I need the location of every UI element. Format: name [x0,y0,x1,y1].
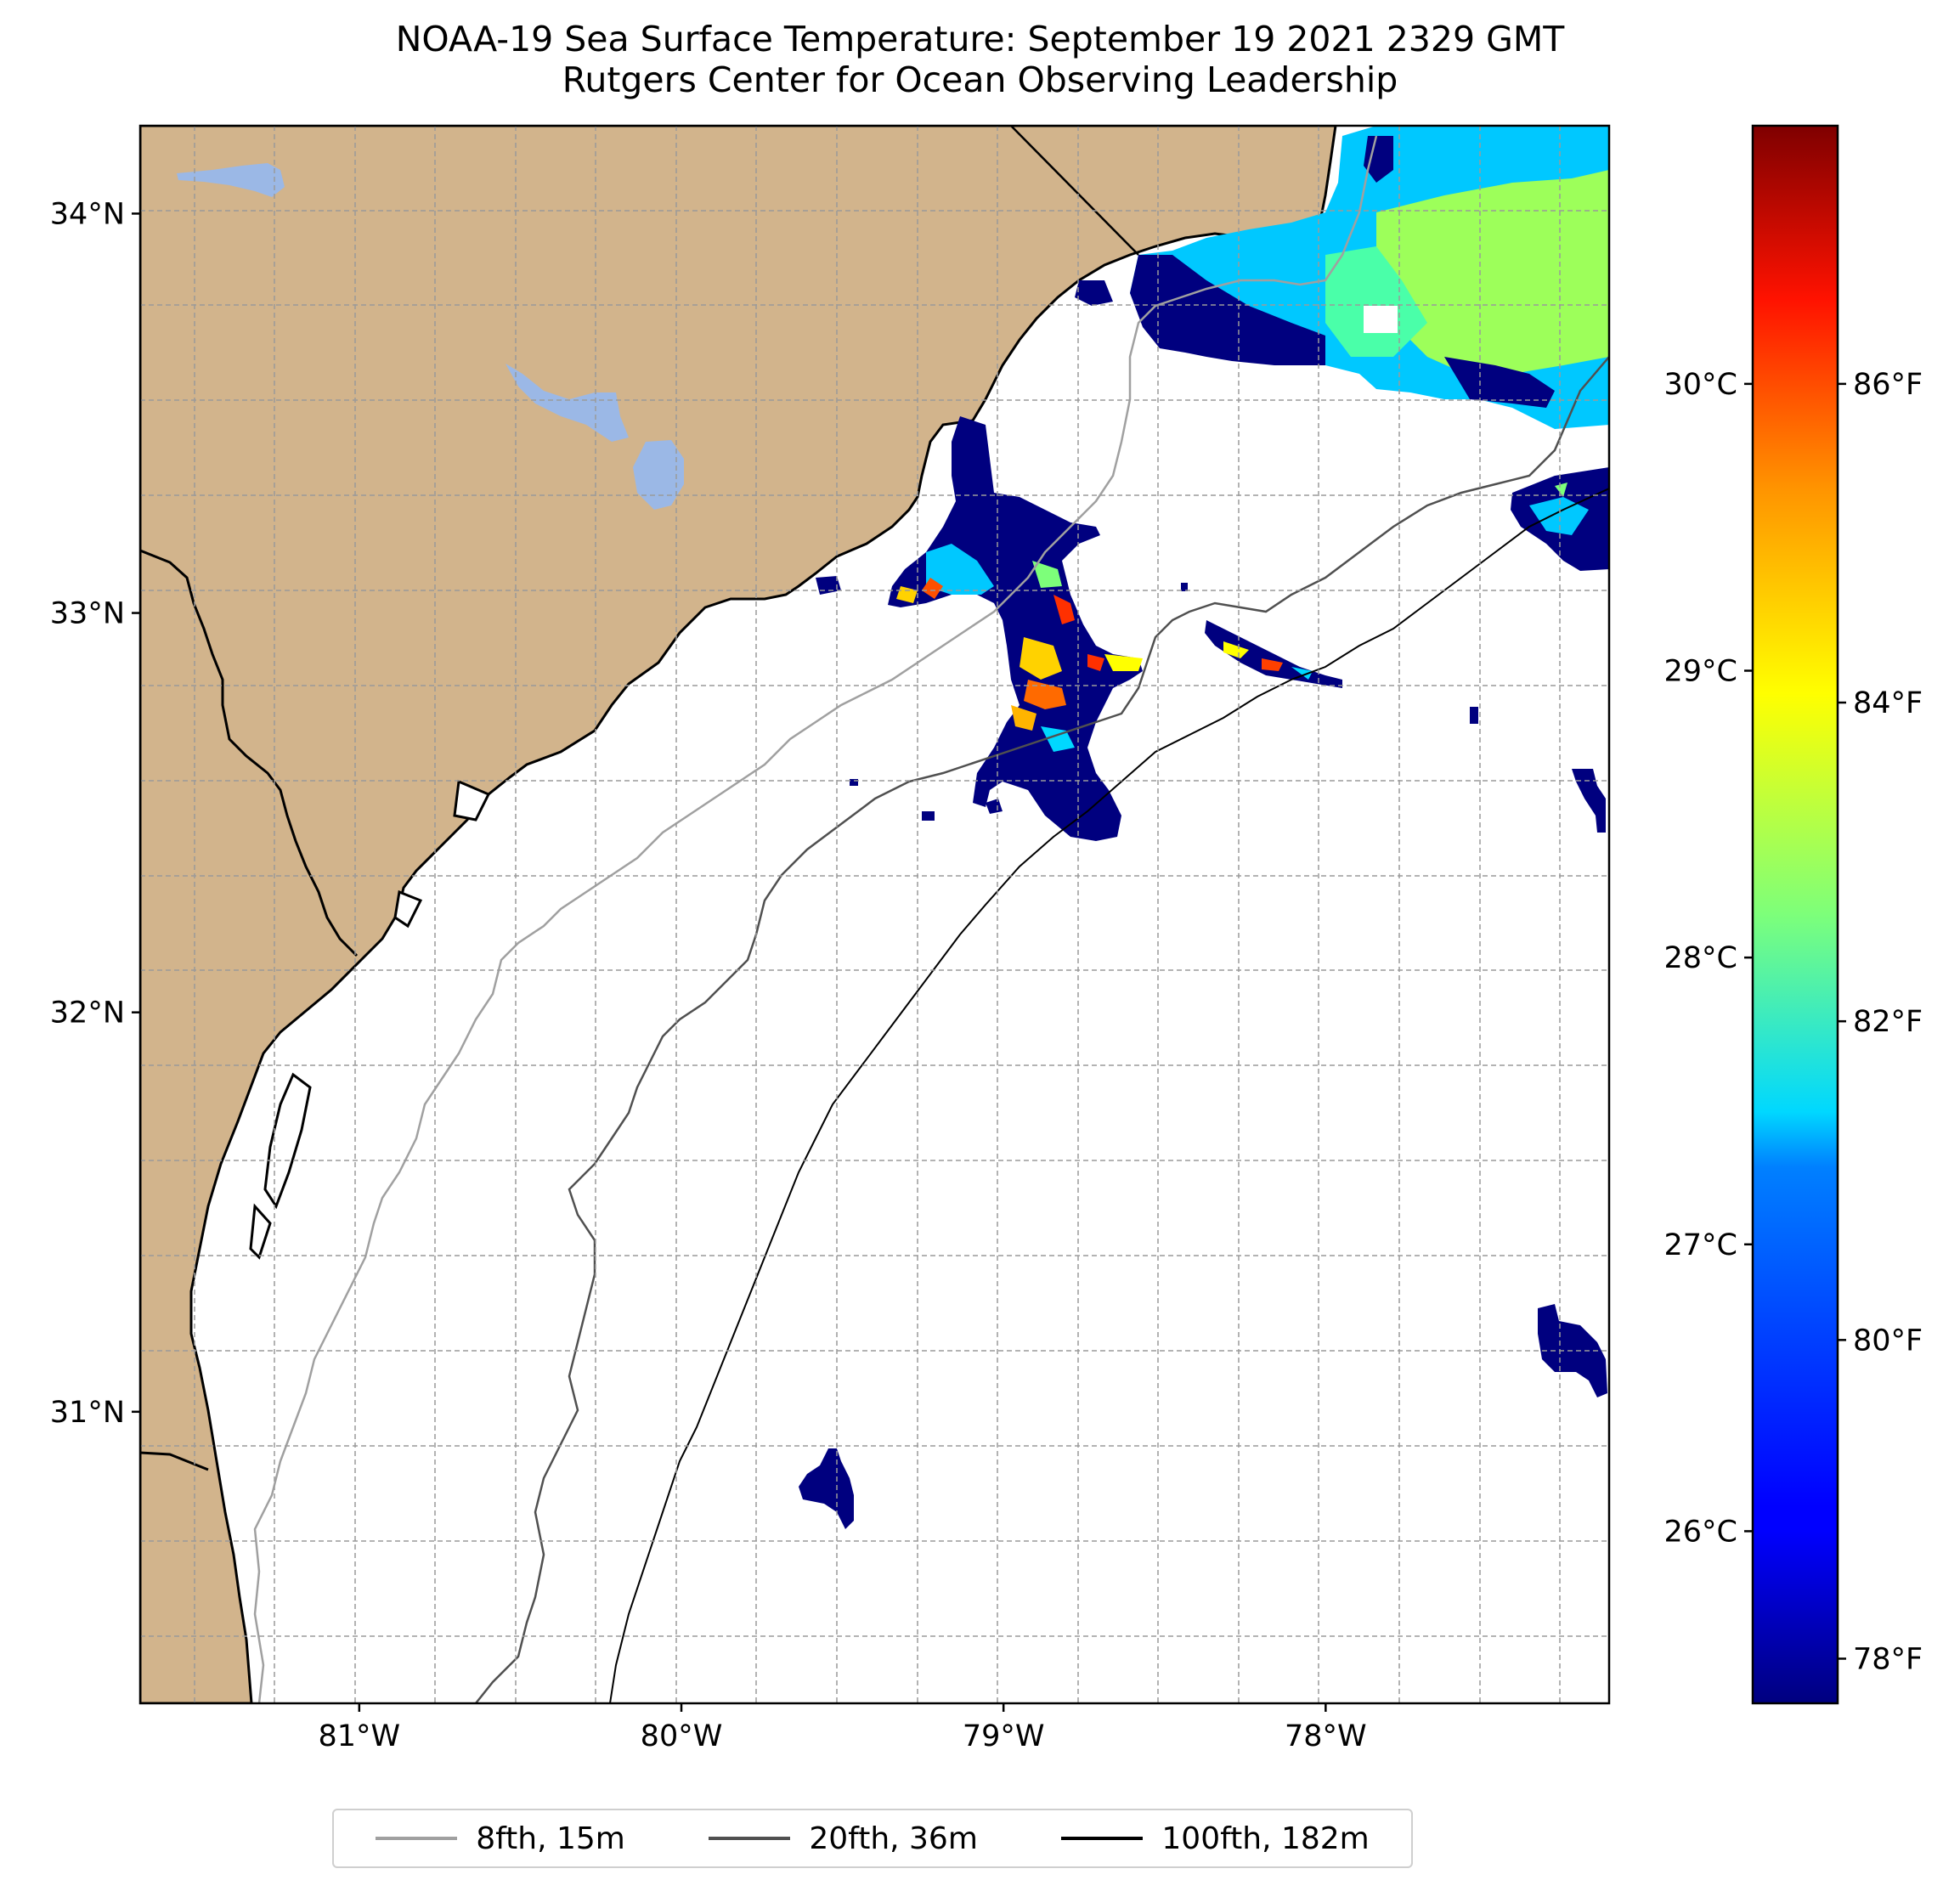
legend-label-20fth: 20fth, 36m [809,1821,978,1856]
legend-swatch-8fth [376,1837,458,1840]
lon-tick-label-1: 80°W [641,1719,723,1753]
river-boundary [140,549,359,957]
coastal-islands [249,779,491,1260]
lon-tick-label-3: 78°W [1285,1719,1367,1753]
fahrenheit-tick-label-4: 78°F [1853,1642,1923,1676]
longitude-axis: 81°W 80°W 79°W 78°W [319,1703,1367,1753]
title-line-1: NOAA-19 Sea Surface Temperature: Septemb… [395,19,1565,59]
lake-north [177,163,285,197]
legend-label-100fth: 100fth, 182m [1161,1821,1370,1856]
legend-label-8fth: 8fth, 15m [476,1821,625,1856]
celsius-tick-label-2: 28°C [1664,941,1737,975]
lat-tick-label-2: 32°N [50,996,125,1030]
celsius-tick-label-3: 27°C [1664,1228,1737,1262]
state-boundary [1010,126,1139,256]
contour-legend: 8fth, 15m 20fth, 36m 100fth, 182m [332,1809,1413,1868]
contour-8fth [253,135,1378,1703]
title-line-2: Rutgers Center for Ocean Observing Leade… [562,59,1398,100]
lake-marion [506,364,629,442]
colorbar-gradient [1751,124,1839,1705]
gridlines [140,126,1609,1703]
contour-20fth [475,356,1609,1703]
lon-tick-label-2: 79°W [963,1719,1045,1753]
contour-100fth [609,488,1609,1703]
latitude-axis: 34°N 33°N 32°N 31°N [50,197,140,1430]
colorbar-fahrenheit-axis: 86°F 84°F 82°F 80°F 78°F [1838,368,1923,1676]
legend-item-8fth: 8fth, 15m [376,1821,625,1856]
legend-swatch-100fth [1061,1837,1144,1840]
legend-swatch-20fth [709,1837,791,1840]
fahrenheit-tick-label-1: 84°F [1853,686,1923,720]
lon-tick-label-0: 81°W [319,1719,401,1753]
fahrenheit-tick-label-2: 82°F [1853,1005,1923,1039]
legend-item-100fth: 100fth, 182m [1061,1821,1370,1856]
fahrenheit-tick-label-0: 86°F [1853,368,1923,402]
celsius-tick-label-0: 30°C [1664,368,1737,402]
celsius-tick-label-1: 29°C [1664,655,1737,689]
map-frame [138,124,1611,1705]
legend-item-20fth: 20fth, 36m [709,1821,978,1856]
colorbar-celsius-axis: 30°C 29°C 28°C 27°C 26°C [1664,368,1753,1549]
lake-moultrie [633,440,684,510]
chart-title: NOAA-19 Sea Surface Temperature: Septemb… [0,19,1960,100]
land-mass [140,126,1337,1703]
south-river [140,1451,209,1471]
lat-tick-label-3: 31°N [50,1396,125,1430]
fahrenheit-tick-label-3: 80°F [1853,1324,1923,1358]
lat-tick-label-1: 33°N [50,597,125,631]
celsius-tick-label-4: 26°C [1664,1515,1737,1549]
lat-tick-label-0: 34°N [50,197,125,231]
